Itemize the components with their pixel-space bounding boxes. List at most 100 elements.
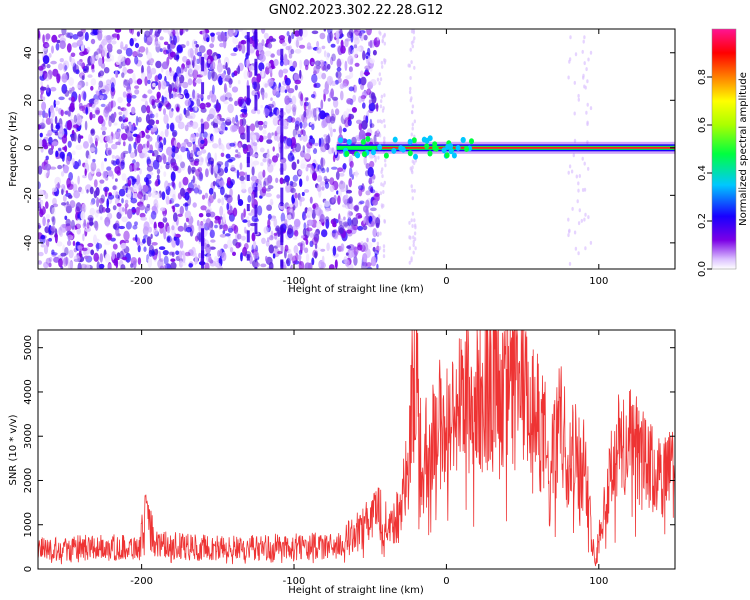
spectrogram-cell xyxy=(342,221,349,227)
spectrogram-cell xyxy=(348,86,355,92)
spectrogram-cell xyxy=(150,210,157,220)
spectrogram-cell xyxy=(280,124,284,144)
spectrogram-cell xyxy=(379,77,383,82)
spectrogram-cell xyxy=(179,239,184,249)
spectrogram-cell xyxy=(143,246,147,252)
spectrogram-cell xyxy=(157,102,163,109)
spectrogram-cell xyxy=(106,43,113,51)
spectrogram-cell xyxy=(168,108,174,119)
spectrogram-cell xyxy=(105,207,111,213)
spectrogram-cell xyxy=(178,86,182,94)
spectrogram-cell xyxy=(267,132,272,140)
spectrogram-cell xyxy=(372,246,376,252)
spectrogram-cell xyxy=(178,181,182,189)
spectrogram-cell xyxy=(146,236,152,247)
spectrogram-cell xyxy=(412,250,415,255)
spectrogram-cell xyxy=(90,201,94,206)
spectrogram-cell xyxy=(75,202,82,212)
spectrogram-cell xyxy=(77,175,80,185)
spectrogram-cell xyxy=(351,136,357,145)
spectrogram-cell xyxy=(94,220,99,231)
spectrogram-ytick-label: 20 xyxy=(23,94,34,107)
spectrogram-cell xyxy=(230,167,236,172)
spectrogram-cell xyxy=(66,234,74,241)
spectrogram-xtick-label: -200 xyxy=(130,276,153,287)
spectrogram-cell xyxy=(155,141,160,149)
snr-xtick-label: -200 xyxy=(130,576,153,587)
spectrogram-cell xyxy=(587,166,590,171)
spectrogram-cell xyxy=(314,142,319,147)
spectrogram-cell xyxy=(586,79,589,84)
spectrogram-cell xyxy=(65,205,73,214)
spectrogram-cell xyxy=(306,97,309,101)
spectrogram-cell xyxy=(219,42,225,48)
spectrogram-cell xyxy=(238,125,245,135)
spectrogram-cell xyxy=(585,67,588,72)
spectrogram-cell xyxy=(201,57,205,72)
spectrogram-cell xyxy=(338,29,342,35)
signal-blob xyxy=(441,147,447,154)
signal-blob xyxy=(371,149,376,156)
spectrogram-cell xyxy=(138,128,141,132)
spectrogram-cell xyxy=(130,124,135,133)
spectrogram-cell xyxy=(312,108,317,118)
spectrogram-cell xyxy=(249,227,255,232)
spectrogram-cell xyxy=(50,60,57,65)
spectrogram-cell xyxy=(267,43,273,49)
spectrogram-cell xyxy=(314,243,318,250)
spectrogram-cell xyxy=(153,227,159,235)
spectrogram-cell xyxy=(382,254,386,259)
spectrogram-cell xyxy=(311,30,319,35)
spectrogram-cell xyxy=(411,196,414,201)
spectrogram-cell xyxy=(291,31,295,40)
spectrogram-cell xyxy=(202,29,206,38)
spectrogram-cell xyxy=(154,75,159,82)
spectrogram-cell xyxy=(45,117,52,125)
spectrogram-cell xyxy=(98,197,105,204)
spectrogram-cell xyxy=(135,115,139,127)
spectrogram-cell xyxy=(204,192,209,199)
spectrogram-cell xyxy=(99,253,104,263)
spectrogram-cell xyxy=(570,169,574,174)
spectrogram-cell xyxy=(172,193,176,202)
spectrogram-cell xyxy=(60,171,65,177)
spectrogram-cell xyxy=(411,224,414,228)
spectrogram-cell xyxy=(331,80,337,86)
spectrogram-cell xyxy=(120,41,124,50)
spectrogram-cell xyxy=(244,171,248,181)
spectrogram-cell xyxy=(76,113,81,121)
spectrogram-cell xyxy=(316,108,320,116)
spectrogram-cell xyxy=(364,65,371,70)
spectrogram-cell xyxy=(342,83,348,88)
spectrogram-cell xyxy=(346,99,354,104)
spectrogram-cell xyxy=(299,178,303,187)
spectrogram-cell xyxy=(156,203,160,209)
spectrogram-cell xyxy=(349,160,354,168)
spectrogram-cell xyxy=(177,121,185,130)
spectrogram-cell xyxy=(67,194,73,199)
signal-blob xyxy=(383,152,389,159)
spectrogram-cell xyxy=(135,234,138,243)
spectrogram-cell xyxy=(383,218,386,223)
spectrogram-cell xyxy=(78,93,81,103)
spectrogram-cell xyxy=(256,109,261,115)
spectrogram-cell xyxy=(129,152,136,159)
spectrogram-cell xyxy=(272,146,275,152)
spectrogram-cell xyxy=(253,240,257,249)
spectrogram-cell xyxy=(152,159,160,170)
spectrogram-cell xyxy=(304,247,309,254)
spectrogram-cell xyxy=(282,68,289,74)
spectrogram-cell xyxy=(220,32,226,42)
spectrogram-cell xyxy=(65,32,71,38)
spectrogram-cell xyxy=(124,199,129,204)
spectrogram-cell xyxy=(320,99,324,110)
spectrogram-cell xyxy=(52,68,59,77)
spectrogram-cell xyxy=(214,255,218,262)
spectrogram-cell xyxy=(260,162,264,167)
spectrogram-cell xyxy=(187,106,193,111)
spectrogram-cell xyxy=(321,72,327,80)
spectrogram-cell xyxy=(410,256,413,261)
spectrogram-cell xyxy=(411,122,414,127)
spectrogram-cell xyxy=(124,206,128,215)
spectrogram-cell xyxy=(113,122,118,126)
